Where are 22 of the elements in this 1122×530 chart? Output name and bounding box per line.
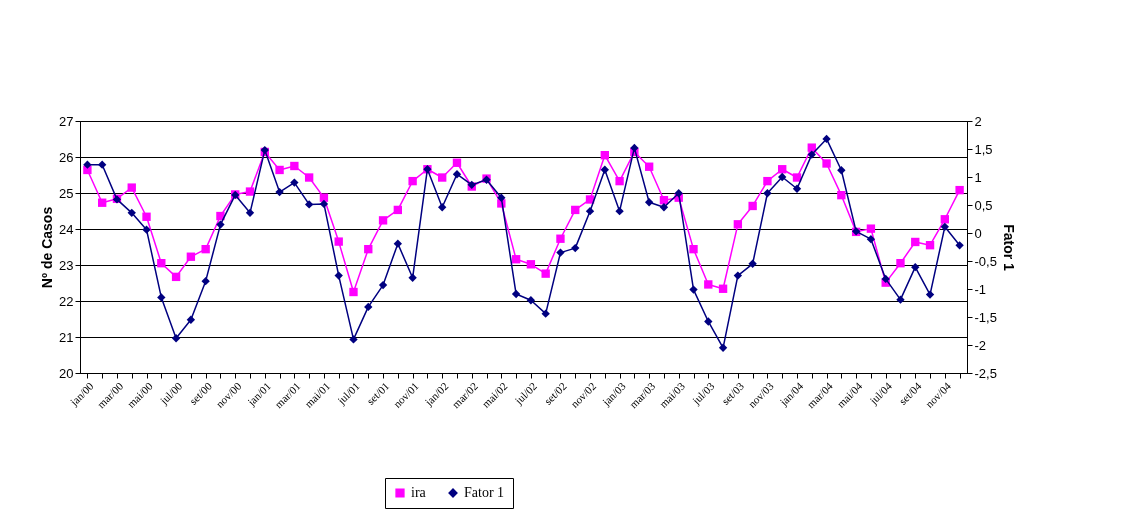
y2-tick-label: 2 — [974, 113, 982, 129]
y-tick-label: 24 — [59, 221, 74, 237]
y-tick-label: 20 — [59, 365, 74, 381]
y2-tick-label: -2,5 — [974, 365, 997, 381]
y-tick-label: 22 — [59, 293, 74, 309]
y2-tick-label: 1 — [974, 169, 982, 185]
y-axis-title: Nº de Casos — [39, 206, 56, 289]
y2-tick-label: 1,5 — [974, 141, 993, 157]
y2-tick-label: -1 — [974, 281, 987, 297]
y-tick-label: 26 — [59, 149, 74, 165]
y-tick-label: 23 — [59, 257, 74, 273]
y2-tick-label: -2 — [974, 337, 987, 353]
y2-tick-label: -1,5 — [974, 309, 997, 325]
legend-label: ira — [411, 485, 427, 500]
y-tick-label: 27 — [59, 113, 74, 129]
y-tick-label: 25 — [59, 185, 74, 201]
y2-tick-label: -0,5 — [974, 253, 997, 269]
y2-tick-label: 0 — [974, 225, 982, 241]
y2-axis-title: Fator 1 — [1000, 224, 1017, 272]
legend-label: Fator 1 — [464, 485, 505, 500]
y2-tick-label: 0,5 — [974, 197, 993, 213]
y-tick-label: 21 — [59, 329, 74, 345]
